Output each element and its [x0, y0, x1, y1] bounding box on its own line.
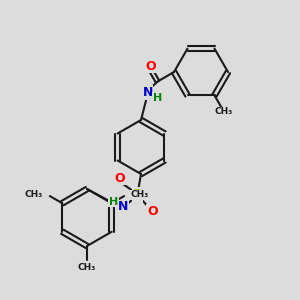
Text: CH₃: CH₃: [78, 263, 96, 272]
Text: CH₃: CH₃: [25, 190, 43, 199]
Text: N: N: [142, 86, 153, 99]
Text: H: H: [109, 197, 118, 207]
Text: H: H: [153, 93, 162, 103]
Text: O: O: [115, 172, 125, 185]
Text: CH₃: CH₃: [214, 107, 232, 116]
Text: O: O: [147, 205, 158, 218]
Text: N: N: [118, 200, 128, 213]
Text: S: S: [132, 188, 142, 202]
Text: CH₃: CH₃: [131, 190, 149, 199]
Text: O: O: [146, 60, 156, 73]
